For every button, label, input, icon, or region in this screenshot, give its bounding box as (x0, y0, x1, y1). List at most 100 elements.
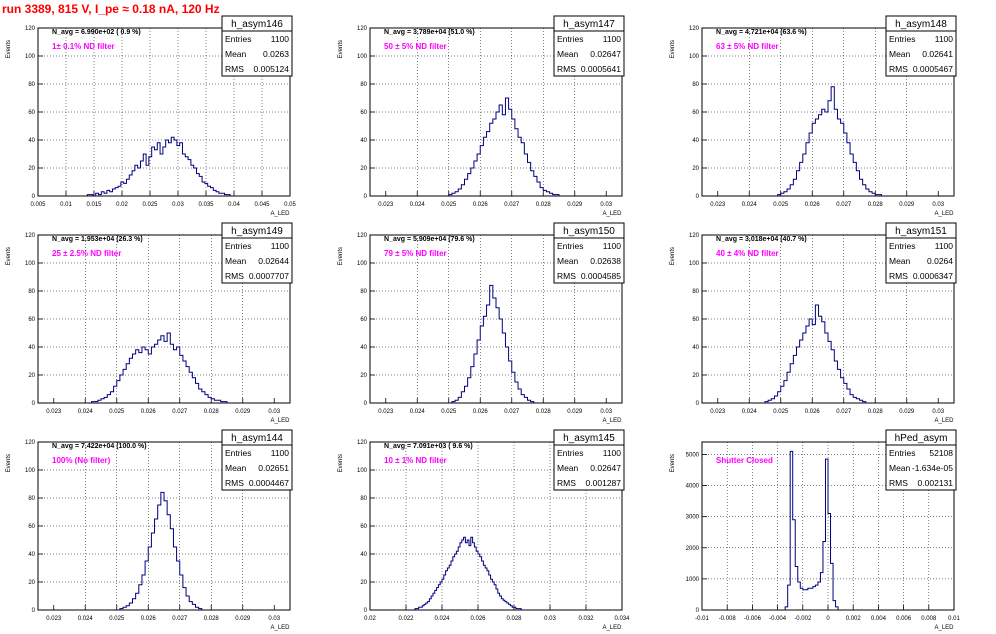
y-tick-label: 80 (692, 289, 699, 295)
y-tick-label: 60 (692, 110, 699, 116)
x-tick-label: 0.028 (506, 616, 522, 622)
stat-value-mean: 0.02644 (258, 256, 289, 266)
x-axis-label: A_LED (602, 625, 622, 631)
y-tick-label: 120 (357, 26, 368, 32)
y-tick-label: 60 (28, 524, 35, 530)
histogram-svg: 0.023 0.024 0.025 0.026 0.027 0.028 0.029 0.03 0… (670, 15, 957, 217)
y-tick-label: 0 (32, 194, 36, 200)
stat-value-mean: 0.0263 (263, 49, 289, 59)
y-tick-label: 20 (692, 166, 699, 172)
x-tick-label: 0.023 (710, 202, 726, 208)
stat-value-entries: 1100 (935, 34, 954, 44)
navg-label: N_avg = 4.721e+04 (63.6 %) (716, 29, 807, 36)
stat-value-rms: 0.002131 (918, 478, 954, 488)
x-tick-label: -0.006 (744, 616, 762, 622)
stat-label-entries: Entries (889, 241, 915, 251)
stat-value-rms: 0.001287 (586, 478, 622, 488)
stats-box: h_asym150 Entries 1100 Mean 0.02638 RMS 0.0004… (553, 222, 625, 284)
stat-value-entries: 1100 (935, 241, 954, 251)
y-tick-label: 100 (25, 54, 36, 60)
histogram-panel-hPed_asym: -0.01 -0.008 -0.006 -0.004 -0.002 0 0.002 0.004… (664, 429, 996, 634)
x-tick-label: 0.027 (836, 202, 852, 208)
stat-value-rms: 0.0006347 (913, 271, 953, 281)
x-tick-label: 0.025 (142, 202, 158, 208)
x-tick-label: 0.023 (378, 202, 394, 208)
histogram-svg: -0.01 -0.008 -0.006 -0.004 -0.002 0 0.002 0.004… (670, 429, 960, 631)
y-tick-label: 120 (689, 233, 700, 239)
y-tick-label: 40 (360, 138, 367, 144)
x-tick-label: 0.024 (410, 202, 426, 208)
filter-label: Shutter Closed (716, 456, 773, 465)
stat-label-rms: RMS (889, 64, 908, 74)
x-tick-label: -0.01 (695, 616, 709, 622)
y-tick-label: 40 (692, 138, 699, 144)
x-tick-label: 0.025 (441, 202, 457, 208)
x-tick-label: 0.026 (805, 202, 821, 208)
x-tick-label: 0.025 (773, 409, 789, 415)
stat-value-entries: 1100 (603, 241, 622, 251)
stat-label-mean: Mean (557, 256, 579, 266)
stat-label-mean: Mean (225, 256, 247, 266)
filter-label: 40 ± 4% ND filter (716, 249, 779, 258)
navg-label: N_avg = 3.789e+04 (51.0 %) (384, 29, 475, 36)
y-tick-label: 100 (689, 54, 700, 60)
navg-label: N_avg = 3.018e+04 (40.7 %) (716, 236, 807, 243)
x-tick-label: 0.023 (46, 616, 62, 622)
x-tick-label: 0.023 (710, 409, 726, 415)
y-tick-label: 4000 (686, 484, 700, 490)
histogram-line (119, 491, 203, 610)
x-tick-label: 0.01 (60, 202, 72, 208)
x-tick-label: 0.002 (846, 616, 862, 622)
y-tick-label: 80 (360, 289, 367, 295)
filter-label: 79 ± 5% ND filter (384, 249, 447, 258)
y-tick-label: 1000 (686, 577, 700, 583)
stats-box: hPed_asym Entries 52108 Mean -1.634e-05 RMS 0.… (885, 429, 957, 491)
y-tick-label: 2000 (686, 546, 700, 552)
stats-box: h_asym151 Entries 1100 Mean 0.0264 RMS 0.00063… (885, 222, 957, 284)
x-tick-label: 0.024 (742, 202, 758, 208)
x-tick-label: 0.02 (116, 202, 128, 208)
x-tick-label: 0.023 (46, 409, 62, 415)
x-tick-label: 0.029 (235, 616, 251, 622)
x-tick-label: 0.025 (109, 616, 125, 622)
x-tick-label: 0.022 (398, 616, 414, 622)
stats-box: h_asym148 Entries 1100 Mean 0.02641 RMS 0.0005… (885, 15, 957, 77)
stat-label-mean: Mean (557, 463, 579, 473)
y-tick-label: 0 (32, 608, 36, 614)
filter-label: 50 ± 5% ND filter (384, 42, 447, 51)
histogram-panel-h_asym148: 0.023 0.024 0.025 0.026 0.027 0.028 0.029 0.03 0… (664, 15, 996, 220)
y-tick-label: 20 (692, 373, 699, 379)
navg-label: N_avg = 1.953e+04 (26.3 %) (52, 236, 143, 243)
y-tick-label: 40 (360, 345, 367, 351)
x-tick-label: -0.004 (769, 616, 787, 622)
y-tick-label: 100 (25, 261, 36, 267)
stat-value-mean: -1.634e-05 (912, 463, 953, 473)
y-tick-label: 100 (357, 54, 368, 60)
x-tick-label: 0.024 (434, 616, 450, 622)
x-tick-label: 0.023 (378, 409, 394, 415)
stat-label-entries: Entries (225, 448, 251, 458)
x-tick-label: 0.015 (86, 202, 102, 208)
y-tick-label: 120 (357, 233, 368, 239)
x-axis-label: A_LED (934, 418, 954, 424)
x-tick-label: 0.024 (78, 616, 94, 622)
histogram-name: h_asym148 (895, 19, 947, 30)
y-axis-label: Events (6, 247, 12, 265)
stat-label-rms: RMS (225, 64, 244, 74)
histogram-svg: 0.02 0.022 0.024 0.026 0.028 0.03 0.032 0.034 0 2… (338, 429, 630, 631)
x-tick-label: 0.026 (473, 202, 489, 208)
histogram-line (451, 284, 535, 403)
y-tick-label: 0 (696, 194, 700, 200)
stat-label-entries: Entries (557, 448, 583, 458)
histogram-name: h_asym147 (563, 19, 615, 30)
x-tick-label: 0.025 (773, 202, 789, 208)
stat-value-rms: 0.0004467 (249, 478, 289, 488)
y-axis-label: Events (338, 247, 344, 265)
x-tick-label: 0.027 (504, 202, 520, 208)
x-tick-label: 0.028 (868, 202, 884, 208)
y-axis-label: Events (670, 454, 676, 472)
histogram-name: h_asym146 (231, 19, 283, 30)
stats-box: h_asym149 Entries 1100 Mean 0.02644 RMS 0.0007… (221, 222, 293, 284)
histogram-line (448, 97, 560, 196)
y-tick-label: 80 (360, 496, 367, 502)
